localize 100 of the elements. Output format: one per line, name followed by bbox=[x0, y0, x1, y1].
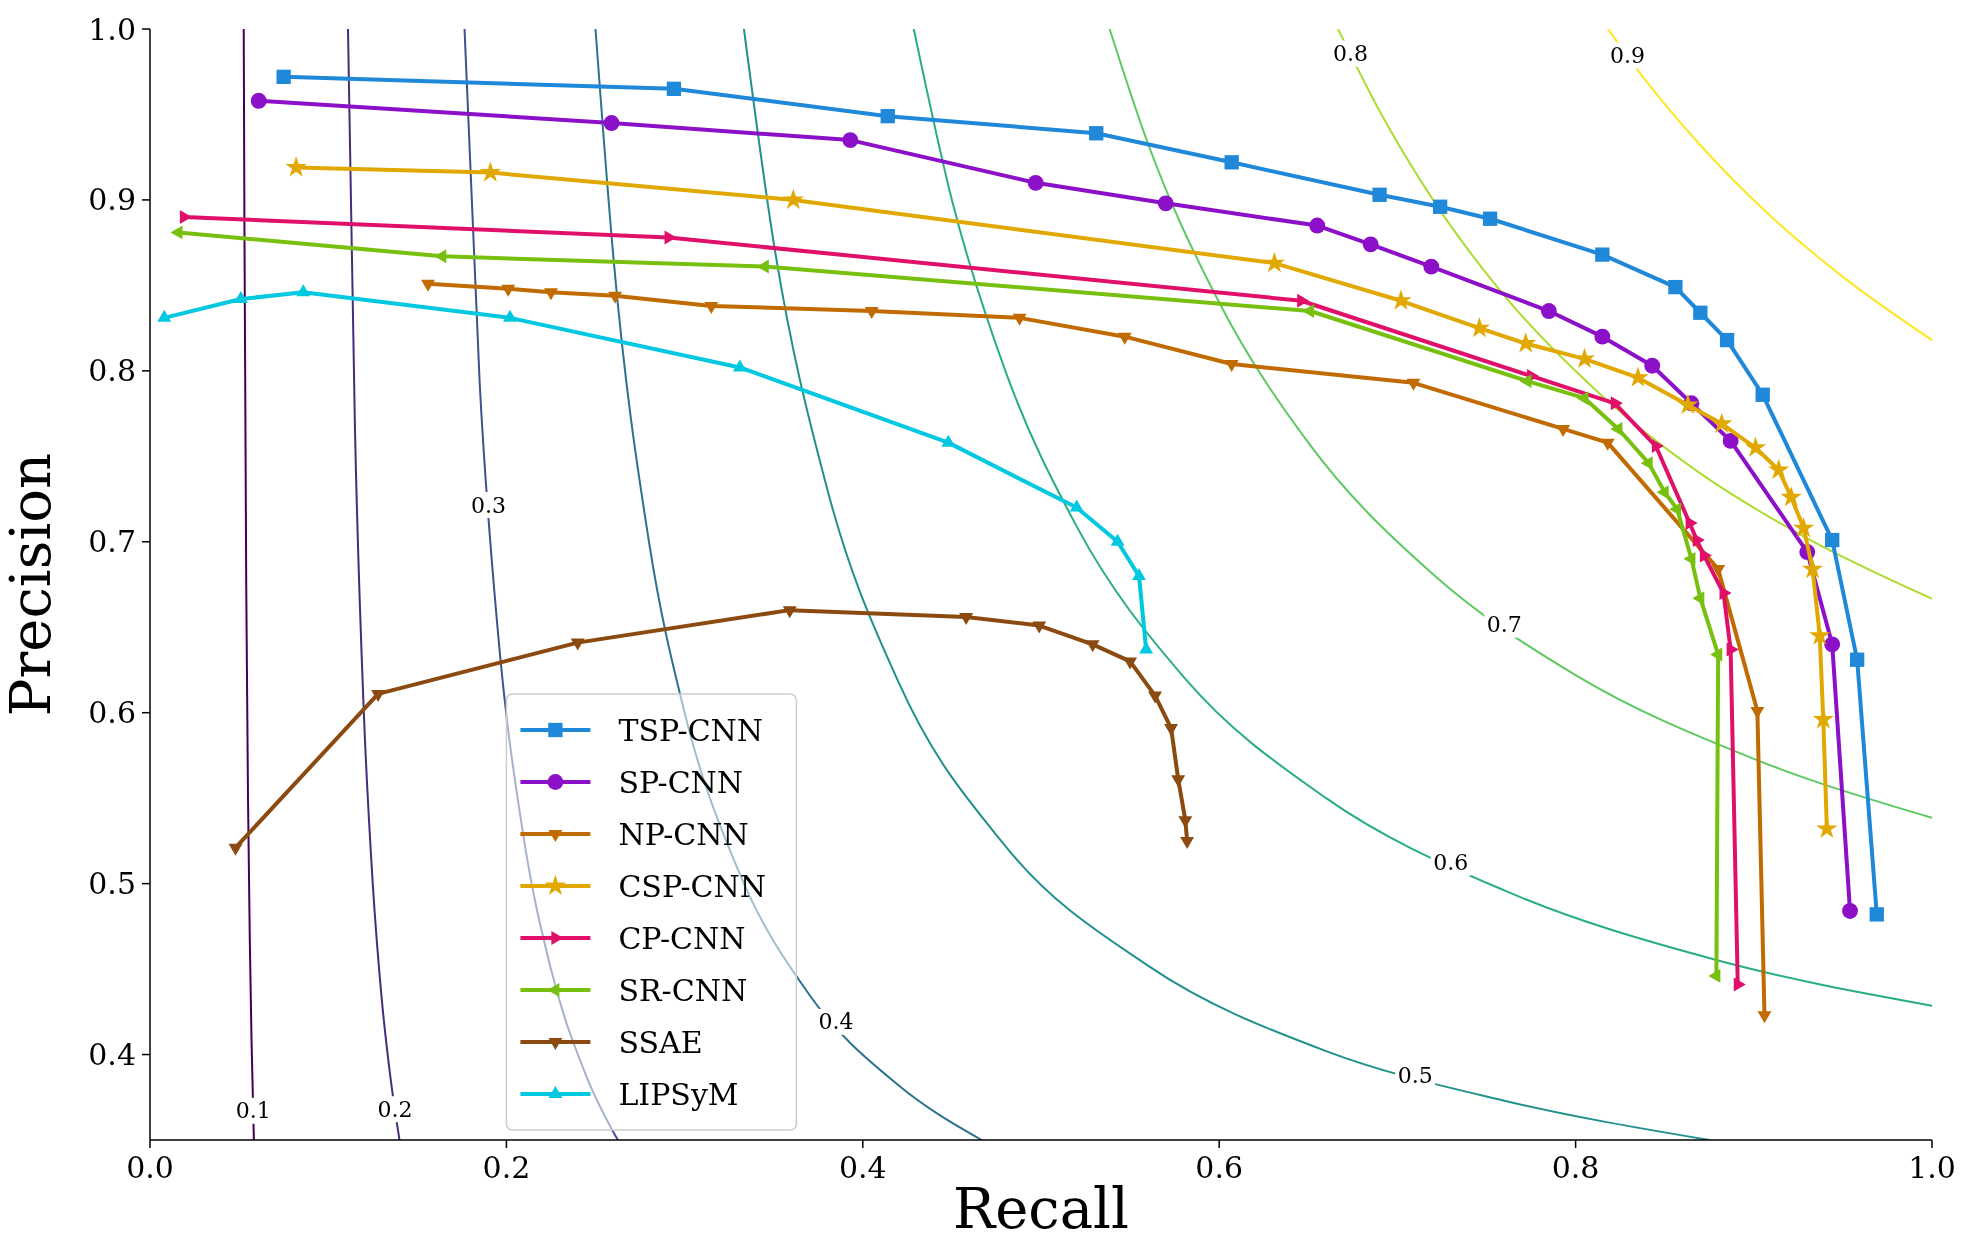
point bbox=[1423, 258, 1440, 275]
series-label: 0.7 bbox=[1486, 612, 1522, 638]
x-tick-label: 0.0 bbox=[126, 1150, 174, 1185]
legend-label: NP-CNN bbox=[618, 816, 749, 852]
point bbox=[1711, 565, 1726, 578]
series-label: 0.3 bbox=[471, 492, 507, 518]
y-axis-title: Precision bbox=[0, 452, 63, 717]
point bbox=[1406, 378, 1421, 391]
point bbox=[250, 92, 267, 109]
point bbox=[1610, 396, 1623, 411]
x-tick-label: 1.0 bbox=[1908, 1150, 1956, 1185]
legend-label: SSAE bbox=[618, 1024, 703, 1060]
point bbox=[1711, 412, 1733, 433]
point bbox=[1677, 393, 1699, 415]
point bbox=[1801, 557, 1824, 579]
point bbox=[842, 132, 859, 149]
point bbox=[421, 279, 435, 292]
point bbox=[1595, 247, 1610, 262]
point bbox=[1263, 251, 1286, 273]
point bbox=[1693, 305, 1708, 320]
point bbox=[1842, 903, 1858, 919]
legend-label: TSP-CNN bbox=[618, 712, 764, 748]
point bbox=[570, 638, 585, 651]
y-tick-label: 0.9 bbox=[88, 182, 136, 218]
point bbox=[1164, 724, 1179, 737]
point bbox=[1032, 621, 1047, 634]
point bbox=[1171, 775, 1186, 788]
point bbox=[1362, 236, 1379, 253]
series-label: 0.6 bbox=[1433, 850, 1469, 876]
point bbox=[1869, 907, 1884, 922]
point bbox=[664, 230, 677, 245]
legend-label: SP-CNN bbox=[618, 764, 744, 800]
point bbox=[296, 284, 311, 297]
line-series bbox=[1607, 29, 1932, 342]
point bbox=[1668, 279, 1683, 295]
point bbox=[1600, 438, 1615, 451]
x-tick-label: 0.2 bbox=[482, 1150, 531, 1185]
point bbox=[1757, 1011, 1772, 1024]
point bbox=[782, 606, 797, 619]
point bbox=[285, 156, 307, 177]
point bbox=[1540, 303, 1557, 319]
point bbox=[603, 115, 620, 131]
point bbox=[1768, 458, 1790, 480]
point bbox=[276, 69, 291, 85]
point bbox=[179, 210, 192, 224]
point bbox=[1027, 174, 1044, 191]
point bbox=[880, 109, 895, 124]
point bbox=[1012, 313, 1027, 326]
point bbox=[1302, 304, 1315, 318]
point bbox=[371, 689, 386, 702]
line-series bbox=[912, 29, 1932, 1007]
series-label: 0.5 bbox=[1397, 1063, 1433, 1089]
point bbox=[1719, 586, 1732, 601]
point bbox=[1733, 977, 1746, 992]
point bbox=[1824, 636, 1841, 653]
point bbox=[1224, 155, 1239, 170]
y-tick-label: 0.7 bbox=[88, 524, 136, 560]
point bbox=[1651, 439, 1664, 454]
legend-label: CSP-CNN bbox=[618, 868, 767, 904]
y-tick-label: 0.4 bbox=[88, 1037, 136, 1073]
point bbox=[1123, 657, 1138, 670]
point bbox=[1825, 532, 1840, 548]
point bbox=[1755, 387, 1770, 402]
x-tick-label: 0.4 bbox=[838, 1150, 887, 1185]
point bbox=[228, 843, 243, 856]
x-tick-label: 0.6 bbox=[1195, 1150, 1244, 1185]
point bbox=[1309, 217, 1326, 234]
point bbox=[1180, 836, 1195, 849]
series-label: 0.8 bbox=[1333, 41, 1369, 67]
point bbox=[1850, 652, 1865, 667]
point bbox=[1089, 126, 1104, 141]
point bbox=[704, 301, 719, 314]
point bbox=[1669, 502, 1682, 517]
y-tick-label: 0.6 bbox=[88, 695, 136, 731]
point bbox=[1710, 647, 1723, 662]
point bbox=[1482, 211, 1498, 226]
point bbox=[434, 249, 447, 264]
point bbox=[1722, 432, 1739, 449]
point bbox=[1644, 357, 1661, 374]
point bbox=[501, 284, 516, 297]
point bbox=[1157, 195, 1174, 212]
point bbox=[959, 612, 974, 625]
point bbox=[1793, 516, 1815, 538]
series-label: 0.1 bbox=[235, 1098, 271, 1124]
point bbox=[1117, 332, 1132, 345]
x-tick-label: 0.8 bbox=[1551, 1150, 1600, 1185]
point bbox=[1433, 199, 1448, 214]
point bbox=[1692, 533, 1705, 548]
point bbox=[782, 188, 804, 209]
line-series bbox=[1108, 29, 1932, 819]
point bbox=[1085, 640, 1100, 653]
point bbox=[608, 291, 623, 304]
point bbox=[1719, 332, 1735, 348]
point bbox=[1726, 642, 1739, 657]
legend-label: CP-CNN bbox=[618, 920, 746, 956]
point bbox=[1780, 486, 1802, 507]
line-series bbox=[463, 29, 619, 1140]
point bbox=[1148, 691, 1163, 704]
y-tick-label: 1.0 bbox=[88, 11, 136, 47]
series-label: 0.2 bbox=[377, 1096, 413, 1122]
